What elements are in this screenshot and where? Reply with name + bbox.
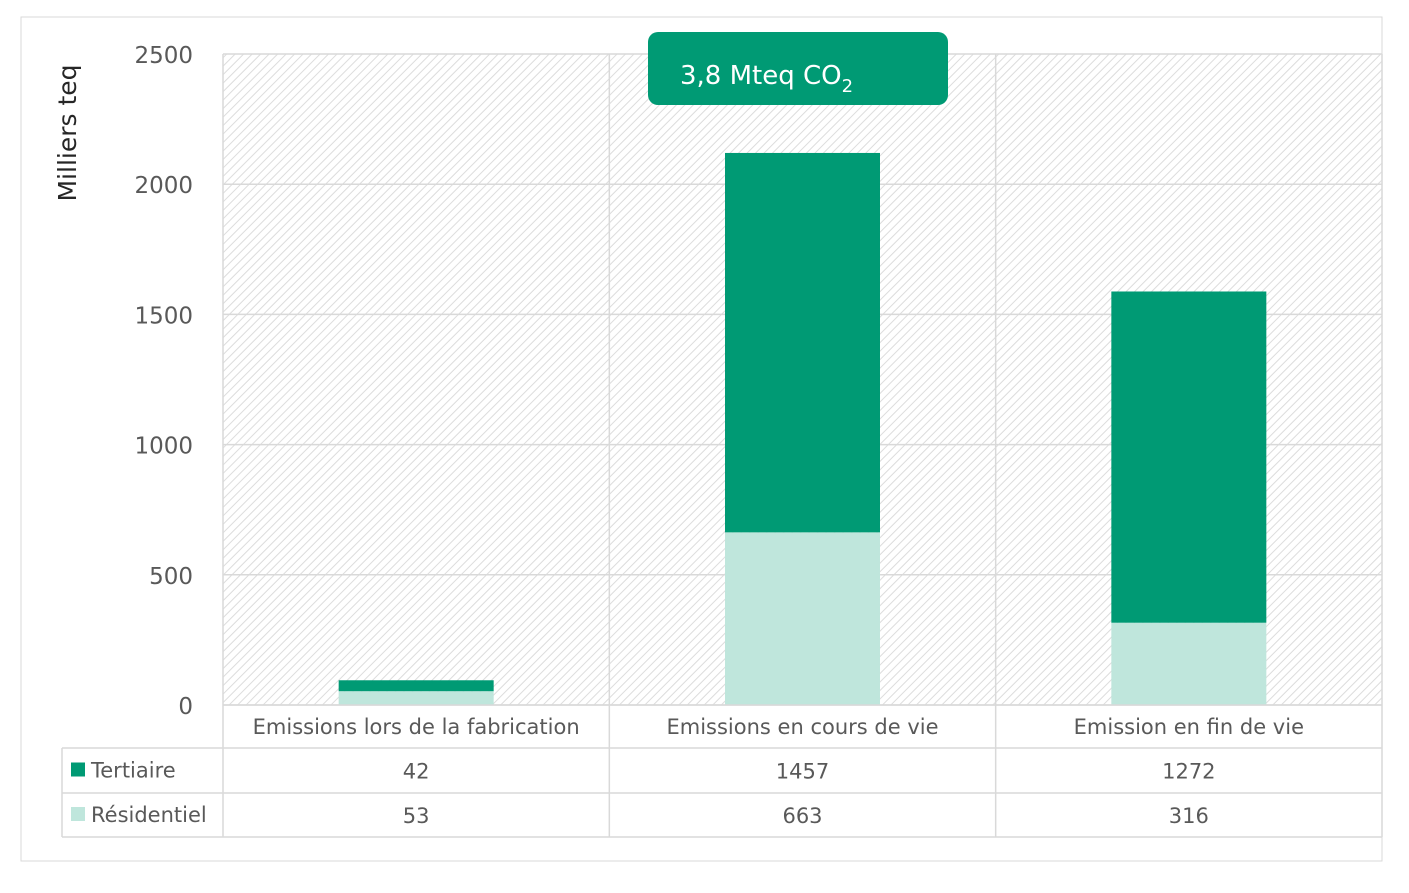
data-table: Emissions lors de la fabrication Emission… [61,704,1383,838]
table-value: 316 [1169,804,1209,828]
y-axis-title: Milliers teq [53,64,82,201]
bar-segment [338,691,494,705]
x-category-label: Emissions en cours de vie [666,715,938,739]
y-tick-label: 2500 [134,43,193,69]
total-annotation: 3,8 Mteq CO2 [648,32,948,105]
x-category-label: Emission en fin de vie [1074,715,1304,739]
table-value: 1457 [776,760,829,784]
bar-segment [725,152,880,533]
y-tick-label: 2000 [134,173,193,199]
legend-label: Tertiaire [90,759,176,783]
table-value: 663 [782,804,822,828]
bar-segment [1111,622,1267,705]
y-tick-label: 1000 [134,434,193,460]
x-category-label: Emissions lors de la fabrication [253,715,580,739]
table-value: 1272 [1162,760,1215,784]
legend-swatch [71,807,85,821]
table-value: 42 [403,760,430,784]
bar-segment [1111,291,1267,623]
legend-swatch [71,762,85,777]
bars [338,152,1267,705]
total-annotation-label: 3,8 Mteq CO2 [680,61,853,97]
bar-segment [338,680,494,692]
table-value: 53 [403,804,430,828]
y-tick-label: 1500 [134,303,193,329]
total-annotation-box [648,32,948,105]
y-tick-label: 0 [178,694,193,720]
y-tick-label: 500 [149,564,193,590]
y-tick-labels: 0 500 1000 1500 2000 2500 [134,43,193,720]
legend-label: Résidentiel [91,803,207,827]
bar-segment [725,532,880,705]
